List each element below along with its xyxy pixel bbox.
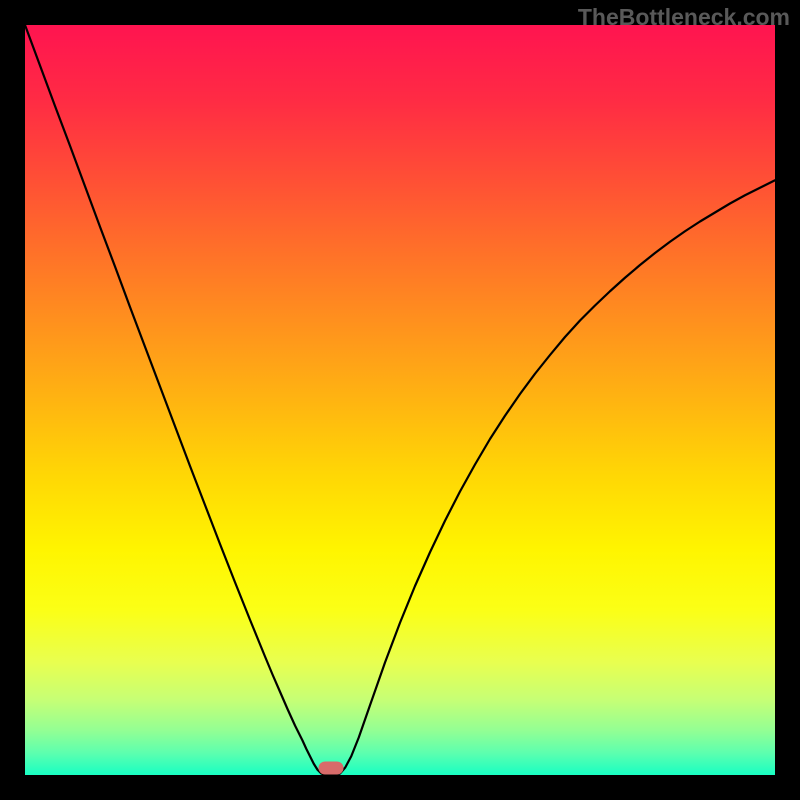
- bottleneck-chart: [0, 0, 800, 800]
- watermark-text: TheBottleneck.com: [578, 4, 790, 31]
- plot-background: [25, 25, 775, 775]
- vertex-marker: [319, 762, 343, 774]
- chart-container: TheBottleneck.com: [0, 0, 800, 800]
